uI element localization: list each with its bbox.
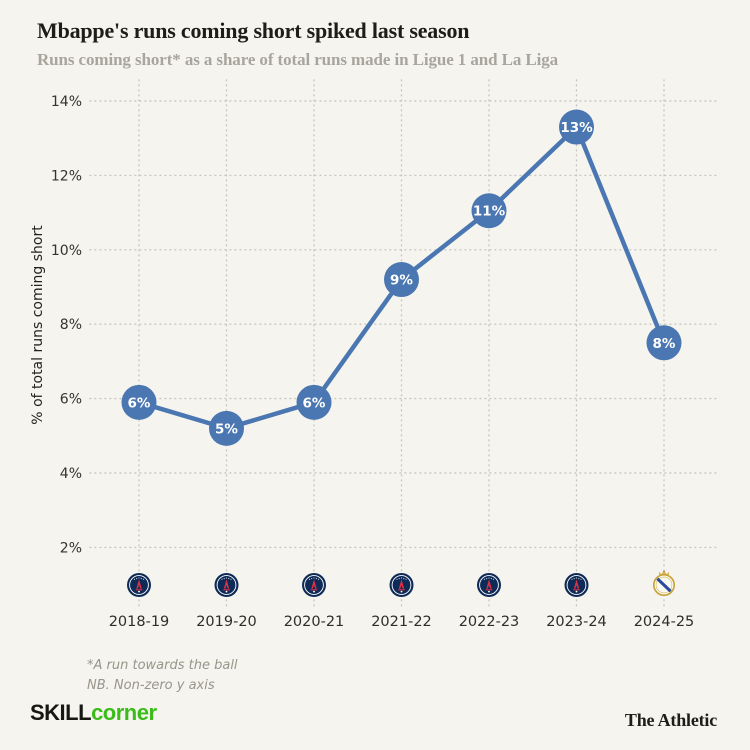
page-title: Mbappe's runs coming short spiked last s… [37, 18, 470, 43]
data-point: 6% [296, 384, 332, 420]
data-point-label: 5% [215, 421, 238, 437]
psg-crest-icon [564, 573, 589, 597]
x-axis-label: 2019-20 [196, 614, 257, 630]
x-axis-label: 2021-22 [371, 614, 432, 630]
data-point: 9% [384, 262, 419, 298]
y-tick-label: 12% [51, 168, 82, 184]
x-axis-label: 2018-19 [109, 614, 170, 630]
skillcorner-logo-corner: corner [91, 700, 157, 725]
chart-footnote: *A run towards the ball NB. Non-zero y a… [87, 656, 238, 696]
x-axis-label: 2023-24 [546, 614, 607, 630]
y-tick-label: 6% [60, 392, 82, 408]
skillcorner-logo-skill: SKILL [30, 700, 92, 725]
x-axis-label: 2024-25 [634, 614, 695, 630]
data-point-label: 11% [473, 204, 506, 220]
psg-crest-icon [389, 573, 414, 597]
footnote-line-2: NB. Non-zero y axis [87, 678, 215, 693]
data-point: 5% [209, 410, 244, 446]
data-point: 6% [121, 384, 157, 420]
real-madrid-crest-icon [652, 570, 676, 597]
the-athletic-logo: The Athletic [624, 710, 717, 730]
y-tick-label: 14% [51, 94, 82, 110]
psg-crest-icon [477, 573, 501, 597]
y-axis-title: % of total runs coming short [30, 225, 46, 425]
data-point: 13% [559, 109, 594, 145]
data-point-label: 8% [653, 336, 676, 352]
psg-crest-icon [302, 573, 326, 597]
y-tick-label: 2% [60, 540, 82, 556]
data-point: 11% [471, 193, 507, 229]
data-point: 8% [646, 325, 682, 361]
psg-crest-icon [214, 573, 239, 597]
data-point-label: 6% [128, 395, 151, 411]
data-point-label: 13% [560, 120, 593, 136]
y-tick-label: 4% [60, 466, 82, 482]
page-subtitle: Runs coming short* as a share of total r… [37, 50, 559, 69]
footnote-line-1: *A run towards the ball [87, 658, 238, 673]
data-point-label: 9% [390, 273, 413, 289]
psg-crest-icon [127, 573, 151, 597]
x-axis-label: 2022-23 [459, 614, 520, 630]
x-axis-label: 2020-21 [284, 614, 345, 630]
data-point-label: 6% [303, 395, 326, 411]
y-tick-label: 8% [60, 317, 82, 333]
skillcorner-logo: SKILLcorner [30, 700, 157, 726]
y-tick-label: 10% [51, 243, 82, 259]
